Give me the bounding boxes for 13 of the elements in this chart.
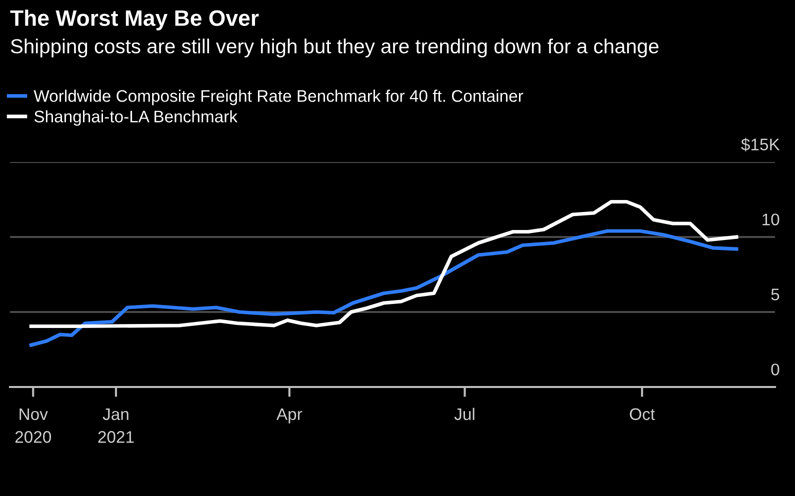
legend-label: Shanghai-to-LA Benchmark: [34, 110, 238, 126]
x-tick-label: Jan 2021: [98, 408, 134, 443]
y-tick-label: 0: [771, 364, 780, 376]
y-tick-label: 10: [762, 214, 780, 226]
chart-subtitle: Shipping costs are still very high but they are trending down for a change: [10, 38, 658, 58]
x-tick-label: Nov 2020: [15, 408, 52, 443]
x-tick-label: Apr: [276, 408, 302, 424]
chart-title: The Worst May Be Over: [10, 10, 259, 30]
y-tick-label: $15K: [741, 138, 780, 152]
x-tick-label: Oct: [630, 408, 655, 420]
legend-label: Worldwide Composite Freight Rate Benchmark for 40 ft. Container: [34, 90, 524, 106]
x-tick-label: Jul: [454, 408, 474, 420]
y-tick-label: 5: [771, 288, 780, 300]
